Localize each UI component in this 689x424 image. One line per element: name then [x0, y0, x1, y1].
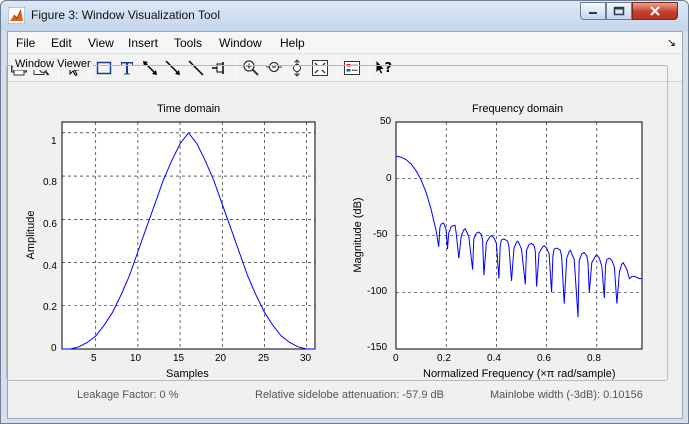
insert-rectangle-button[interactable]: [93, 58, 115, 78]
freq-xlabel: Normalized Frequency (×π rad/sample): [423, 368, 616, 380]
freq-xtick: 0: [393, 353, 399, 364]
time-domain-plot[interactable]: [61, 121, 316, 350]
fit-view-button[interactable]: [309, 58, 331, 78]
freq-xtick: 0.6: [537, 353, 551, 364]
menu-tools[interactable]: Tools: [174, 36, 203, 50]
frequency-domain-plot[interactable]: [395, 121, 643, 350]
arrow-icon: [165, 60, 180, 75]
insert-line-button[interactable]: [185, 58, 207, 78]
menu-insert[interactable]: Insert: [128, 36, 159, 50]
time-series-line: [62, 131, 315, 350]
close-button[interactable]: [632, 2, 678, 20]
freq-ytick: -100: [367, 286, 388, 297]
insert-double-arrow-button[interactable]: [139, 58, 161, 78]
menu-view[interactable]: View: [88, 36, 114, 50]
menu-edit[interactable]: Edit: [51, 36, 72, 50]
zoom-in-button[interactable]: [240, 58, 262, 78]
rectangle-icon: [96, 61, 112, 75]
freq-xtick: 0.8: [587, 353, 601, 364]
fit-icon: [312, 60, 328, 76]
panel-title: Window Viewer: [13, 58, 93, 70]
mainlobe-width-text: Mainlobe width (-3dB): 0.10156: [490, 389, 643, 401]
maximize-button[interactable]: [606, 2, 632, 20]
whats-this-icon: ?: [376, 61, 393, 76]
time-xtick: 25: [258, 353, 270, 364]
window-viewer-panel: Window Viewer: [6, 58, 668, 381]
pin-button[interactable]: [208, 58, 230, 78]
time-ytick: 0.4: [43, 261, 57, 272]
svg-text:?: ?: [385, 61, 393, 76]
freq-ytick: 0: [386, 173, 392, 184]
pan-icon: [293, 59, 301, 77]
pan-button[interactable]: [286, 58, 308, 78]
sidelobe-attenuation-text: Relative sidelobe attenuation: -57.9 dB: [255, 389, 444, 401]
time-xtick: 10: [130, 353, 142, 364]
time-xtick: 15: [173, 353, 185, 364]
freq-ytick: -150: [367, 342, 388, 353]
menu-bar: File Edit View Insert Tools Window Help …: [8, 32, 682, 54]
maximize-icon: [613, 6, 625, 16]
freq-plot-title: Frequency domain: [472, 103, 564, 115]
text-insert-icon: [121, 62, 133, 75]
double-arrow-icon: [143, 61, 157, 75]
time-ytick: 0.2: [43, 302, 57, 313]
time-ytick: 1: [51, 136, 57, 147]
time-xtick: 30: [300, 353, 312, 364]
close-icon: [650, 6, 660, 16]
menu-file[interactable]: File: [16, 36, 36, 50]
matlab-icon: [8, 7, 25, 24]
toolbar: ?: [8, 55, 682, 82]
zoom-in-icon: [243, 60, 259, 76]
menu-window[interactable]: Window: [219, 36, 262, 50]
freq-ylabel: Magnitude (dB): [352, 197, 364, 273]
leakage-factor-text: Leakage Factor: 0 %: [77, 389, 179, 401]
zoom-out-icon: [266, 61, 282, 73]
zoom-out-button[interactable]: [263, 58, 285, 78]
freq-xtick: 0.2: [437, 353, 451, 364]
time-xtick: 20: [215, 353, 227, 364]
time-plot-title: Time domain: [157, 103, 221, 115]
dock-arrow-icon[interactable]: ↘: [666, 37, 676, 49]
window-title: Figure 3: Window Visualization Tool: [31, 8, 220, 22]
frequency-series-line: [395, 155, 642, 318]
time-ytick: 0.6: [43, 219, 57, 230]
menu-help[interactable]: Help: [280, 36, 305, 50]
time-ylabel: Amplitude: [25, 210, 37, 260]
minimize-icon: [589, 12, 597, 14]
pin-icon: [212, 62, 224, 74]
time-ytick: 0.8: [43, 177, 57, 188]
freq-xtick: 0.4: [487, 353, 501, 364]
time-xlabel: Samples: [166, 368, 209, 380]
time-xtick: 5: [91, 353, 97, 364]
freq-ytick: 50: [380, 116, 392, 127]
title-bar[interactable]: Figure 3: Window Visualization Tool: [1, 1, 688, 31]
whats-this-button[interactable]: ?: [373, 58, 395, 78]
minimize-button[interactable]: [580, 2, 606, 20]
time-ytick: 0: [51, 343, 57, 354]
line-icon: [188, 60, 204, 76]
freq-ytick: -50: [373, 229, 388, 240]
insert-text-button[interactable]: [116, 58, 138, 78]
insert-arrow-button[interactable]: [162, 58, 184, 78]
